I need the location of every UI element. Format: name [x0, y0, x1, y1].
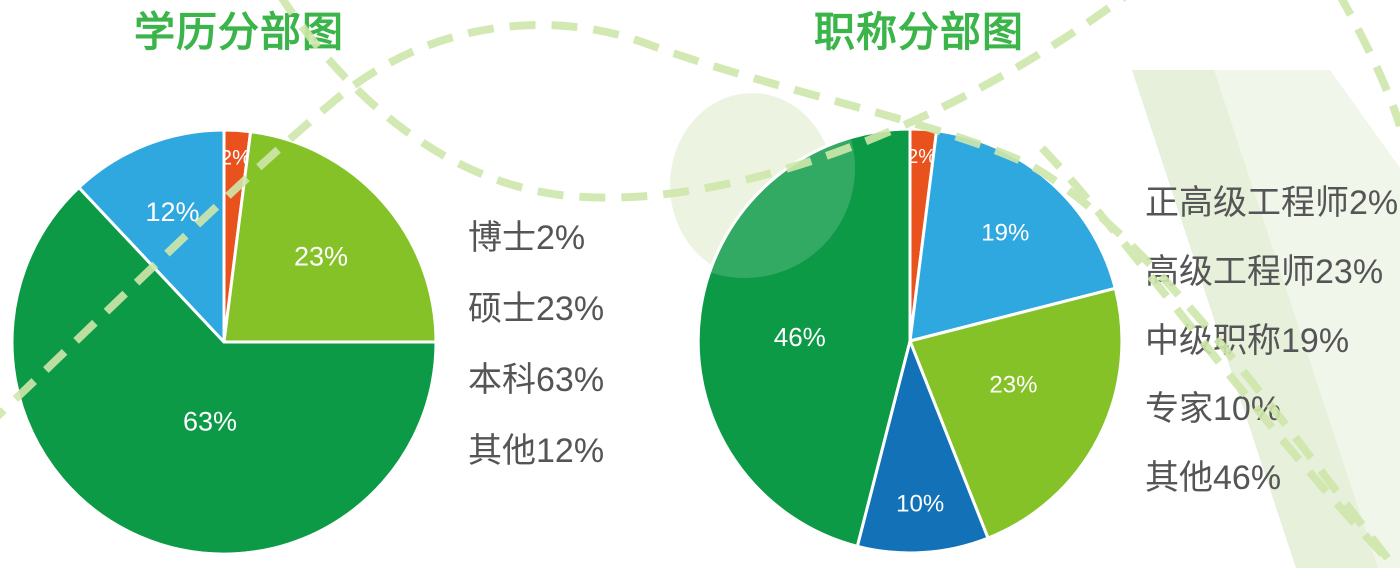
legend-item-bachelor: 本科63% — [468, 361, 605, 399]
jobtitle-pie-chart: 2%19%23%10%46% — [696, 127, 1124, 555]
education-pie-chart: 2%23%63%12% — [10, 128, 438, 556]
pie-slice-label-0-3: 12% — [145, 197, 199, 227]
legend-item-senior-engineer: 高级工程师23% — [1145, 252, 1384, 291]
pie-slice-0-1 — [222, 130, 438, 344]
education-chart-title: 学历分部图 — [134, 9, 344, 55]
legend-item-mid-title: 中级职称19% — [1145, 321, 1350, 360]
pie-slice-label-1-3: 10% — [896, 490, 944, 517]
education-legend: 博士2% 硕士23% 本科63% 其他12% — [468, 203, 604, 487]
legend-item-chief-engineer: 正高级工程师2% — [1145, 184, 1399, 222]
legend-item-other-title: 其他46% — [1145, 459, 1282, 498]
pie-slice-label-0-2: 63% — [183, 406, 237, 436]
legend-item-master: 硕士23% — [468, 290, 605, 328]
jobtitle-chart-title: 职称分部图 — [814, 9, 1024, 55]
decor-dashed-corner — [1337, 0, 1400, 128]
pie-slice-label-0-1: 23% — [294, 242, 348, 272]
pie-slice-label-1-1: 19% — [981, 219, 1029, 246]
legend-item-doctor: 博士2% — [468, 219, 586, 257]
jobtitle-legend: 正高级工程师2% 高级工程师23% 中级职称19% 专家10% 其他46% — [1145, 169, 1398, 513]
legend-item-expert: 专家10% — [1145, 390, 1282, 429]
pie-slice-label-1-2: 23% — [989, 371, 1037, 398]
pie-slice-label-1-4: 46% — [774, 322, 826, 352]
legend-item-other-education: 其他12% — [468, 432, 605, 470]
